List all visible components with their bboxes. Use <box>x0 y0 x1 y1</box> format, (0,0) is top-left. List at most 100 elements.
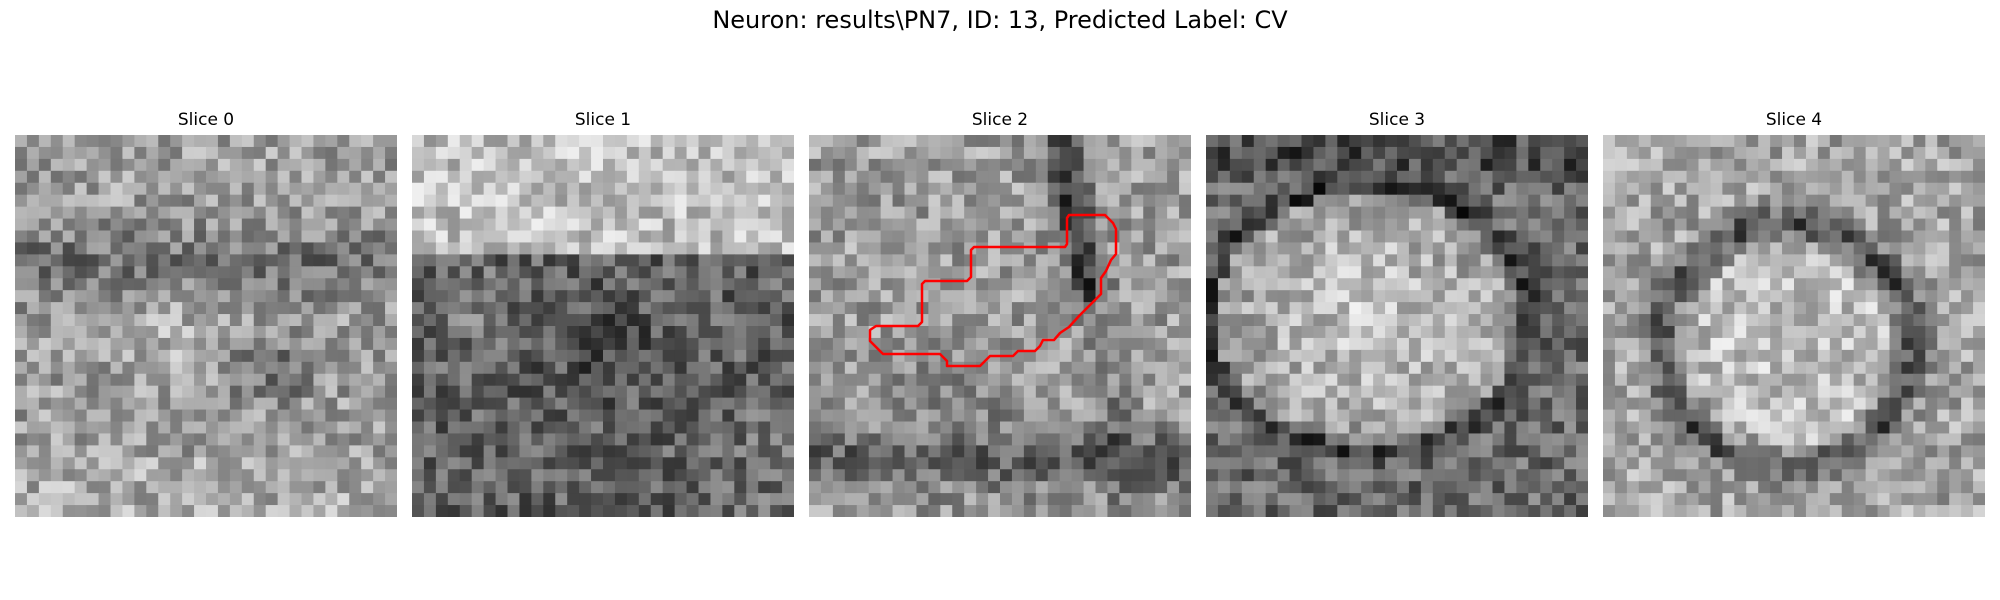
pixel <box>662 218 676 231</box>
pixel <box>1770 266 1783 279</box>
pixel <box>325 170 338 184</box>
pixel <box>1000 254 1013 267</box>
pixel <box>1877 218 1890 231</box>
pixel <box>1468 409 1482 422</box>
pixel <box>98 385 111 399</box>
pixel <box>734 206 747 220</box>
pixel <box>770 182 783 196</box>
pixel <box>423 314 437 327</box>
pixel <box>423 421 437 434</box>
pixel <box>170 182 183 196</box>
pixel <box>134 302 147 315</box>
pixel <box>495 409 508 422</box>
pixel <box>1432 242 1446 255</box>
pixel <box>1444 421 1458 434</box>
pixel <box>158 206 171 220</box>
pixel <box>337 266 350 279</box>
pixel <box>1468 337 1482 351</box>
pixel <box>686 493 699 506</box>
pixel <box>1794 445 1807 458</box>
pixel <box>698 206 711 220</box>
pixel <box>74 254 88 267</box>
pixel <box>253 302 267 315</box>
pixel <box>182 373 195 387</box>
pixel <box>1206 302 1219 315</box>
pixel <box>1528 385 1541 399</box>
pixel <box>1614 421 1628 434</box>
pixel <box>1265 135 1279 148</box>
pixel <box>1468 170 1482 184</box>
pixel <box>1468 397 1482 411</box>
pixel <box>964 397 977 411</box>
pixel <box>1710 302 1723 315</box>
pixel <box>1626 385 1640 399</box>
pixel <box>1337 314 1350 327</box>
pixel <box>1167 302 1180 315</box>
pixel <box>122 337 135 351</box>
pixel <box>1674 158 1688 172</box>
pixel <box>832 170 846 184</box>
pixel <box>1841 242 1855 255</box>
pixel <box>325 445 338 458</box>
pixel <box>62 373 76 387</box>
pixel <box>988 457 1001 470</box>
pixel <box>1313 505 1326 517</box>
pixel <box>1722 278 1735 291</box>
pixel <box>194 433 207 446</box>
pixel <box>1925 326 1938 339</box>
pixel <box>1528 505 1541 517</box>
pixel <box>1047 290 1061 303</box>
pixel <box>206 337 219 351</box>
pixel <box>1361 182 1374 196</box>
pixel <box>1564 182 1577 196</box>
pixel <box>809 505 822 517</box>
pixel <box>217 469 231 482</box>
pixel <box>809 218 822 231</box>
pixel <box>1047 505 1061 517</box>
pixel <box>495 206 508 220</box>
pixel <box>447 493 461 506</box>
pixel <box>1758 421 1771 434</box>
pixel <box>567 242 580 255</box>
pixel <box>1758 254 1771 267</box>
pixel <box>1071 194 1085 208</box>
pixel <box>170 433 183 446</box>
pixel <box>98 135 111 148</box>
pixel <box>1313 361 1326 375</box>
pixel <box>1913 278 1926 291</box>
pixel <box>1420 385 1434 399</box>
pixel <box>241 481 255 494</box>
pixel <box>1528 158 1541 172</box>
pixel <box>1155 158 1168 172</box>
pixel <box>892 290 905 303</box>
pixel <box>1564 409 1577 422</box>
pixel <box>1241 481 1255 494</box>
pixel <box>1095 218 1108 231</box>
pixel <box>1408 182 1422 196</box>
pixel <box>650 278 664 291</box>
pixel <box>1913 373 1926 387</box>
pixel <box>1492 158 1505 172</box>
pixel <box>1686 349 1699 363</box>
pixel <box>1650 326 1664 339</box>
pixel <box>483 194 497 208</box>
pixel <box>110 290 123 303</box>
pixel <box>1552 457 1565 470</box>
pixel <box>832 385 846 399</box>
pixel <box>217 135 231 148</box>
pixel <box>567 314 580 327</box>
pixel <box>1241 146 1255 160</box>
pixel <box>1277 206 1291 220</box>
pixel <box>1829 182 1843 196</box>
pixel <box>1229 385 1243 399</box>
pixel <box>1710 373 1723 387</box>
pixel <box>170 505 183 517</box>
pixel <box>770 254 783 267</box>
pixel <box>904 361 917 375</box>
pixel <box>50 266 64 279</box>
pixel <box>964 242 977 255</box>
pixel <box>988 302 1001 315</box>
pixel <box>820 206 834 220</box>
pixel <box>746 218 759 231</box>
pixel <box>1179 326 1191 339</box>
